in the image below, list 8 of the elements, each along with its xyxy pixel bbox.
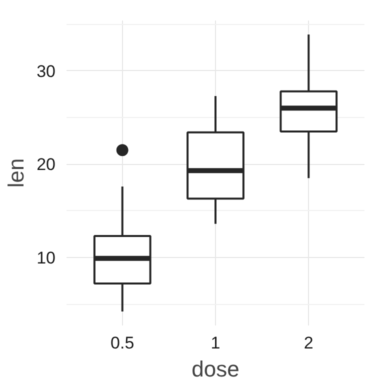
y-tick-label: 20	[36, 155, 56, 174]
x-tick-label: 0.5	[110, 334, 134, 352]
y-tick-label: 30	[36, 62, 56, 81]
x-tick-label: 2	[304, 334, 314, 352]
x-axis-title: dose	[192, 356, 240, 382]
y-tick-label: 10	[36, 248, 56, 268]
x-tick-label: 1	[210, 334, 220, 352]
y-axis-title: len	[4, 158, 29, 188]
